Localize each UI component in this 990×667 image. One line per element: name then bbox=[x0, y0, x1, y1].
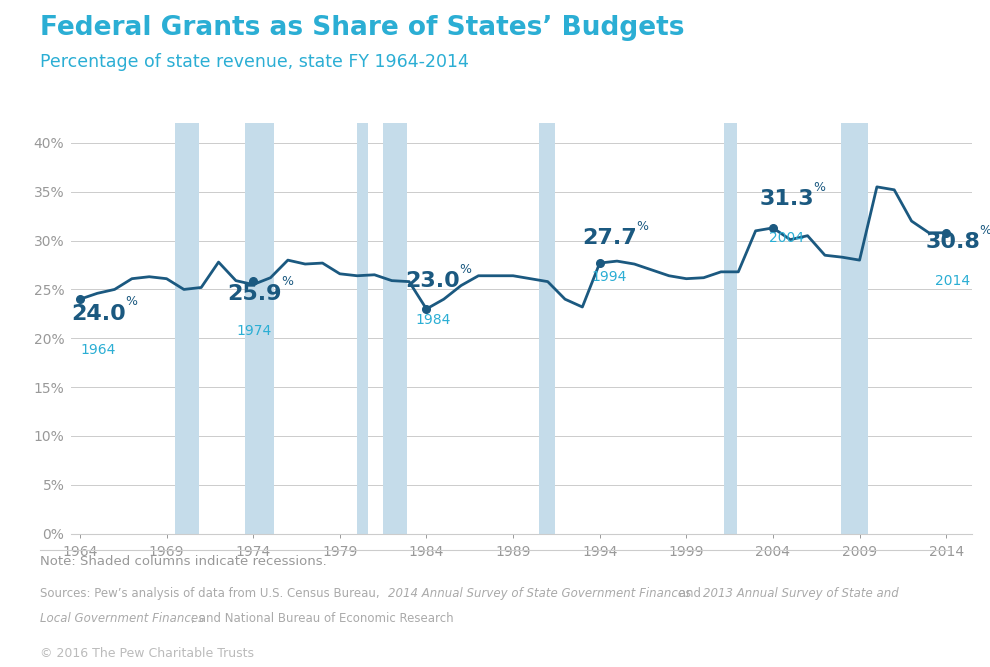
Text: %: % bbox=[281, 275, 293, 288]
Text: 30.8: 30.8 bbox=[926, 232, 980, 252]
Text: Sources: Pew’s analysis of data from U.S. Census Bureau,: Sources: Pew’s analysis of data from U.S… bbox=[40, 587, 383, 600]
Text: %: % bbox=[637, 220, 648, 233]
Text: %: % bbox=[126, 295, 138, 308]
Text: Federal Grants as Share of States’ Budgets: Federal Grants as Share of States’ Budge… bbox=[40, 15, 684, 41]
Text: and: and bbox=[675, 587, 705, 600]
Text: 1984: 1984 bbox=[415, 313, 450, 327]
Text: 25.9: 25.9 bbox=[227, 284, 282, 304]
Text: 1964: 1964 bbox=[80, 343, 116, 357]
Text: Percentage of state revenue, state FY 1964-2014: Percentage of state revenue, state FY 19… bbox=[40, 53, 468, 71]
Text: 27.7: 27.7 bbox=[582, 228, 638, 248]
Text: 1994: 1994 bbox=[592, 270, 627, 284]
Bar bbox=[245, 123, 274, 534]
Bar bbox=[725, 123, 737, 534]
Bar bbox=[357, 123, 367, 534]
Text: 2014 Annual Survey of State Government Finances: 2014 Annual Survey of State Government F… bbox=[388, 587, 691, 600]
Text: %: % bbox=[813, 181, 825, 193]
Text: ; and National Bureau of Economic Research: ; and National Bureau of Economic Resear… bbox=[191, 612, 453, 625]
Text: © 2016 The Pew Charitable Trusts: © 2016 The Pew Charitable Trusts bbox=[40, 647, 253, 660]
Bar bbox=[175, 123, 199, 534]
Bar bbox=[841, 123, 868, 534]
Text: Note: Shaded columns indicate recessions.: Note: Shaded columns indicate recessions… bbox=[40, 555, 327, 568]
Text: %: % bbox=[979, 223, 990, 237]
Text: 2014: 2014 bbox=[935, 273, 970, 287]
Bar bbox=[383, 123, 407, 534]
Text: 24.0: 24.0 bbox=[71, 303, 126, 323]
Text: 2004: 2004 bbox=[768, 231, 804, 245]
Text: 23.0: 23.0 bbox=[406, 271, 460, 291]
Text: 1974: 1974 bbox=[237, 323, 272, 338]
Text: 2013 Annual Survey of State and: 2013 Annual Survey of State and bbox=[703, 587, 899, 600]
Text: %: % bbox=[459, 263, 471, 275]
Bar bbox=[539, 123, 554, 534]
Text: Local Government Finances: Local Government Finances bbox=[40, 612, 204, 625]
Text: 31.3: 31.3 bbox=[759, 189, 814, 209]
